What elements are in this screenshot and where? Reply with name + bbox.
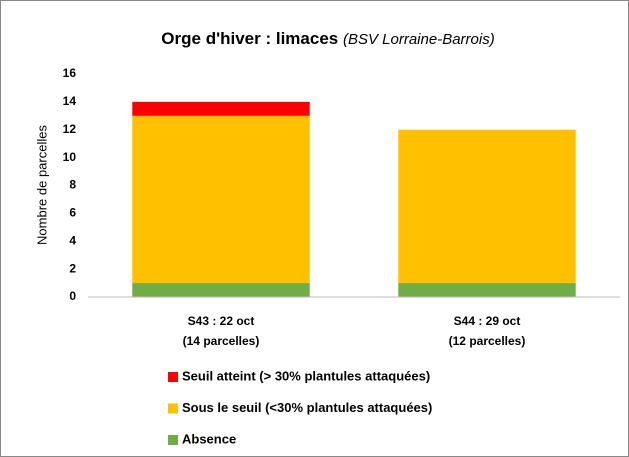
- y-tick-label: 2: [69, 261, 76, 275]
- bar-segment: [398, 283, 576, 297]
- chart-subtitle: (BSV Lorraine-Barrois): [343, 31, 495, 48]
- x-tick-label: (14 parcelles): [183, 334, 260, 348]
- y-tick-label: 6: [69, 206, 76, 220]
- legend-label: Seuil atteint (> 30% plantules attaquées…: [182, 368, 430, 383]
- x-tick-label: (12 parcelles): [449, 334, 526, 348]
- y-tick-label: 14: [63, 94, 77, 108]
- bar-segment: [132, 101, 310, 116]
- legend-label: Absence: [182, 431, 236, 446]
- chart-title: Orge d'hiver : limaces: [161, 29, 338, 48]
- bar-segment: [132, 283, 310, 297]
- y-tick-label: 4: [69, 233, 76, 247]
- x-tick-label: S43 : 22 oct: [188, 314, 255, 328]
- chart-title-group: Orge d'hiver : limaces (BSV Lorraine-Bar…: [161, 29, 494, 48]
- y-tick-label: 12: [63, 122, 77, 136]
- y-tick-label: 10: [63, 150, 77, 164]
- legend-swatch: [168, 372, 178, 382]
- legend-swatch: [168, 435, 178, 445]
- y-tick-label: 16: [63, 66, 77, 80]
- y-tick-label: 0: [69, 289, 76, 303]
- y-axis-label: Nombre de parcelles: [34, 125, 49, 245]
- legend-label: Sous le seuil (<30% plantules attaquées): [182, 400, 432, 415]
- y-tick-label: 8: [69, 178, 76, 192]
- bar-segment: [132, 115, 310, 284]
- bar-segment: [398, 129, 576, 284]
- x-tick-label: S44 : 29 oct: [454, 314, 521, 328]
- legend-swatch: [168, 403, 178, 414]
